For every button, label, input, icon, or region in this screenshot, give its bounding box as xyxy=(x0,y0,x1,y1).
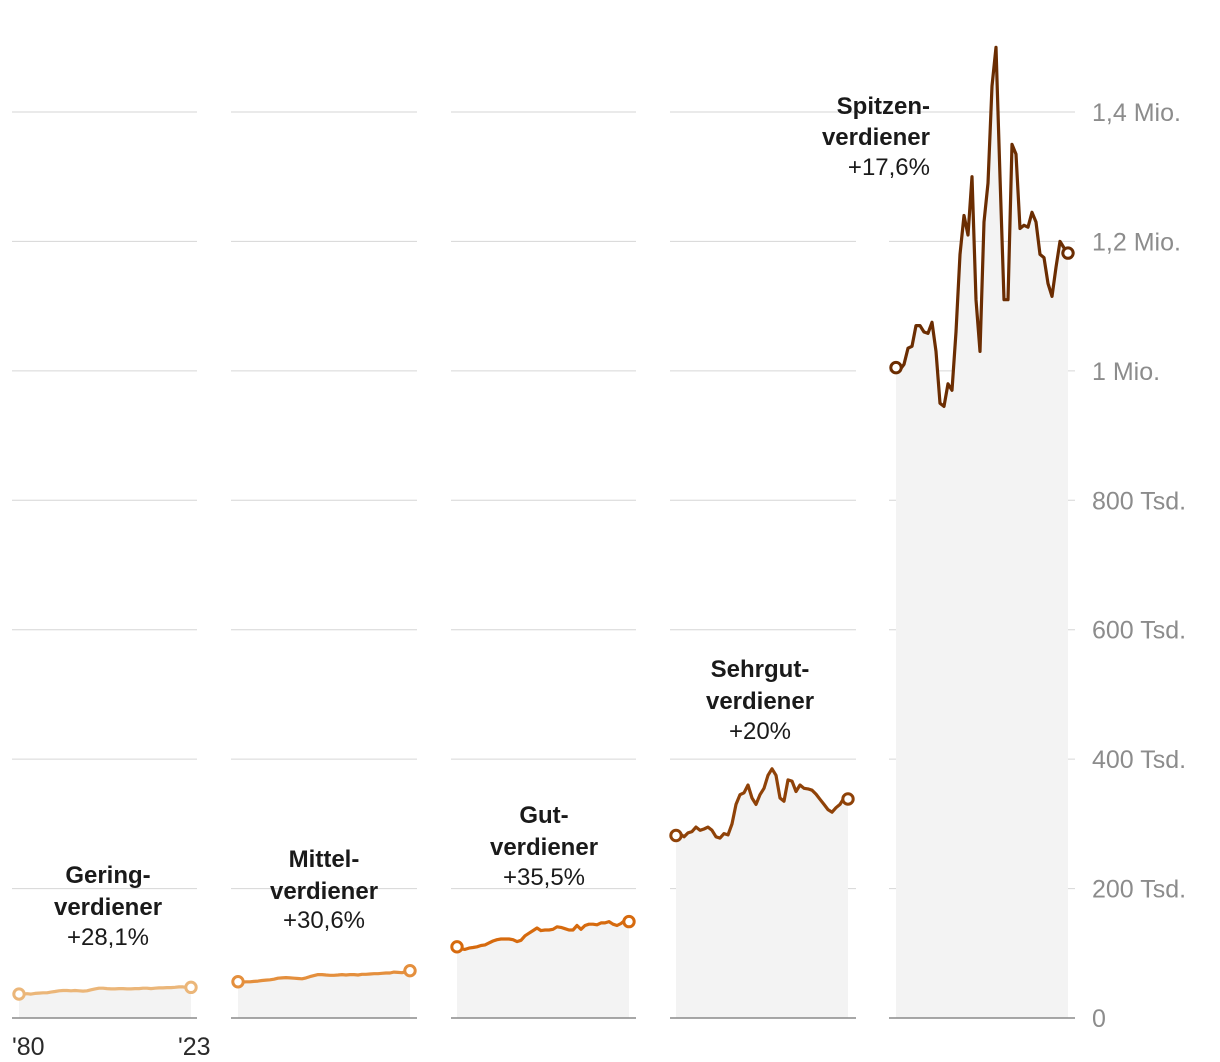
panel-3: Sehrgut-verdiener +20% xyxy=(669,656,856,1019)
panel-change-label: +17,6% xyxy=(848,154,930,181)
y-axis-tick-labels: 0 200 Tsd. 400 Tsd. 600 Tsd. 800 Tsd. 1 Mio. 1… xyxy=(1092,99,1186,1033)
series-area xyxy=(896,47,1068,1019)
end-point-marker xyxy=(622,914,636,929)
end-point-marker xyxy=(841,792,855,806)
y-tick-label: 1,4 Mio. xyxy=(1092,99,1181,127)
series-line xyxy=(674,767,850,840)
panel-title-line2: verdiener xyxy=(270,878,378,905)
x-tick-label-start: '80 xyxy=(12,1033,45,1061)
panel-change-label: +30,6% xyxy=(283,907,365,934)
panel-4: Spitzen-verdiener +17,6% xyxy=(822,45,1075,1019)
start-point-marker xyxy=(669,828,683,843)
panel-change-label: +28,1% xyxy=(67,924,149,951)
x-axis-tick-labels: '80 '23 xyxy=(12,1033,211,1061)
panel-title-line2: verdiener xyxy=(822,124,930,151)
panel-1: Mittel-verdiener+30,6% xyxy=(231,846,417,1019)
end-point-marker xyxy=(1061,246,1075,260)
x-tick-label-end: '23 xyxy=(178,1033,211,1061)
series-area xyxy=(676,768,848,1018)
panel-title-line1: Spitzen- xyxy=(837,93,930,120)
panel-title-line2: verdiener xyxy=(706,688,814,715)
series-line xyxy=(236,969,412,984)
panel-change-label: +20% xyxy=(729,718,791,745)
y-tick-label: 1 Mio. xyxy=(1092,358,1160,386)
start-point-marker xyxy=(231,975,245,989)
panel-title-line1: Mittel- xyxy=(289,846,360,873)
end-point-marker xyxy=(184,980,198,995)
y-tick-label: 0 xyxy=(1092,1005,1106,1033)
panel-2: Gut-verdiener +35,5% xyxy=(450,802,636,1019)
series-line xyxy=(17,985,193,996)
panel-0: Gering-verdiener +28,1% xyxy=(12,862,198,1019)
y-tick-label: 1,2 Mio. xyxy=(1092,228,1181,256)
series-line xyxy=(894,45,1070,408)
start-point-marker xyxy=(12,987,26,1001)
panel-title-line2: verdiener xyxy=(54,894,162,921)
panel-title-line1: Gut- xyxy=(519,802,568,829)
panel-change-label: +35,5% xyxy=(503,864,585,891)
start-point-marker xyxy=(450,940,464,954)
panel-title-line1: Gering- xyxy=(65,862,150,889)
start-point-marker xyxy=(889,360,903,375)
y-tick-label: 200 Tsd. xyxy=(1092,876,1186,904)
y-tick-label: 600 Tsd. xyxy=(1092,617,1186,645)
series-line xyxy=(455,918,631,951)
y-tick-label: 400 Tsd. xyxy=(1092,746,1186,774)
panels: Gering-verdiener+28,1%Mittel-verdiener+3… xyxy=(12,45,1075,1019)
y-tick-label: 800 Tsd. xyxy=(1092,487,1186,515)
series-area xyxy=(457,920,629,1018)
panel-title-line2: verdiener xyxy=(490,834,598,861)
series-area xyxy=(238,970,410,1018)
panel-title-line1: Sehrgut- xyxy=(711,656,810,683)
end-point-marker xyxy=(403,963,417,978)
series-area xyxy=(19,986,191,1018)
